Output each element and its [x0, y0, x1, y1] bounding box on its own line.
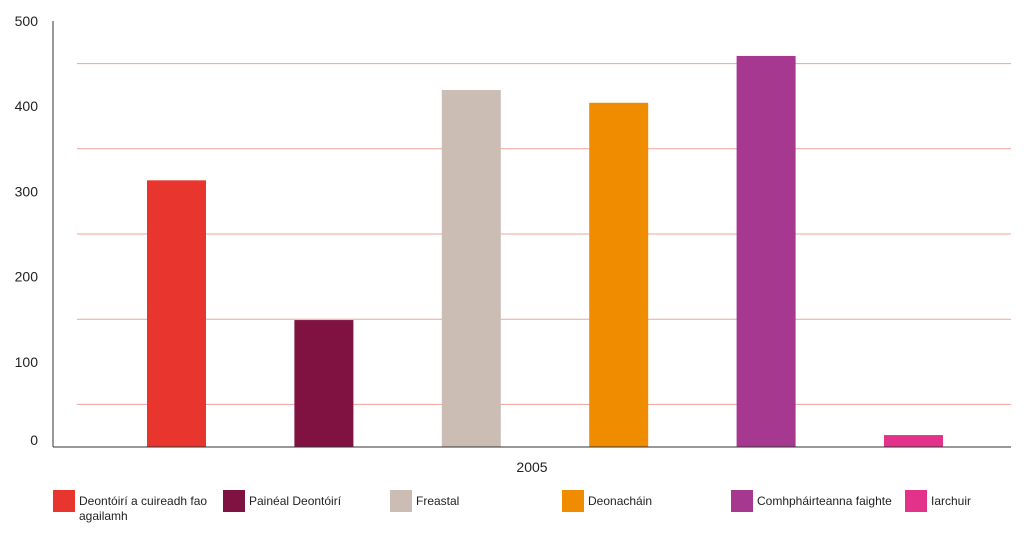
- x-category-label: 2005: [516, 459, 547, 475]
- bar: [589, 102, 649, 448]
- y-tick-label: 400: [15, 98, 39, 114]
- bar: [294, 320, 354, 447]
- gridlines: [77, 63, 1011, 405]
- bar: [147, 180, 206, 447]
- y-tick-label: 300: [15, 183, 39, 199]
- bar: [441, 90, 501, 448]
- bars: [147, 55, 943, 448]
- y-tick-label: 500: [15, 13, 39, 29]
- axes: [52, 21, 1011, 448]
- y-tick-label: 200: [15, 269, 39, 285]
- bar: [736, 55, 796, 447]
- y-tick-label: 0: [30, 432, 38, 448]
- y-tick-label: 100: [15, 354, 39, 370]
- bar: [884, 435, 943, 447]
- y-tick-labels: 0 100 200 300 400 500: [15, 13, 39, 448]
